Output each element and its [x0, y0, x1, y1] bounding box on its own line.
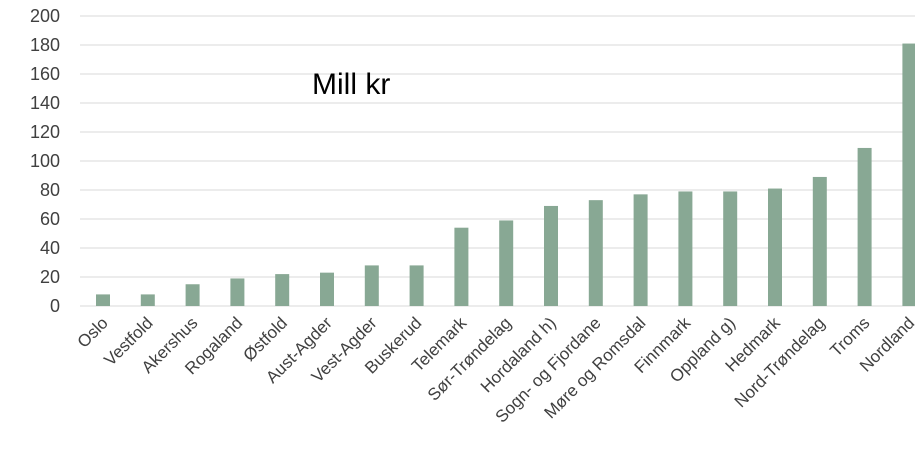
bar: [409, 265, 424, 306]
bar: [320, 272, 334, 306]
y-tick-label: 60: [40, 209, 60, 229]
bar: [499, 220, 514, 306]
bar: [768, 188, 782, 306]
bar: [544, 205, 558, 306]
y-tick-label: 20: [40, 267, 60, 287]
y-tick-label: 80: [40, 180, 60, 200]
y-tick-label: 200: [30, 6, 60, 26]
bar: [633, 194, 648, 306]
chart-annotation: Mill kr: [312, 68, 390, 101]
x-axis-labels: OsloVestfoldAkershusRogalandØstfoldAust-…: [74, 313, 915, 426]
bar: [902, 43, 915, 307]
y-tick-label: 180: [30, 35, 60, 55]
bar: [96, 294, 110, 306]
bar: [812, 176, 827, 306]
bar: [230, 278, 245, 306]
y-axis-ticks: 0 20 40 60 80 100 120 140 160 180 200: [30, 6, 60, 316]
y-tick-label: 140: [30, 93, 60, 113]
gridlines: [80, 15, 915, 307]
y-tick-label: 120: [30, 122, 60, 142]
bar: [364, 265, 379, 306]
bar: [140, 294, 155, 306]
y-tick-label: 100: [30, 151, 60, 171]
bar: [588, 200, 603, 306]
x-tick-label: Oslo: [74, 313, 112, 351]
bar: [857, 147, 872, 306]
bar: [185, 284, 200, 306]
bar: [275, 274, 290, 306]
y-tick-label: 0: [50, 296, 60, 316]
bar: [678, 191, 693, 306]
bar: [723, 191, 738, 306]
y-tick-label: 160: [30, 64, 60, 84]
bar: [454, 227, 469, 306]
bars: [96, 43, 915, 307]
y-tick-label: 40: [40, 238, 60, 258]
